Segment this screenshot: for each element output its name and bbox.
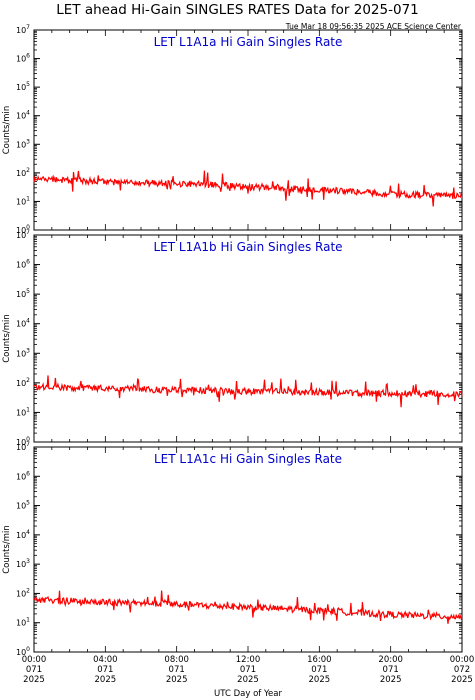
- x-tick-label: 00:00: [22, 655, 47, 665]
- y-tick-label: 104: [16, 529, 30, 540]
- x-tick-label: 2025: [95, 675, 117, 685]
- panel-label: LET L1A1b Hi Gain Singles Rate: [153, 240, 342, 254]
- y-axis-label: Counts/min: [2, 106, 12, 155]
- x-axis: 00:00071202504:00071202508:00071202512:0…: [22, 655, 475, 699]
- y-tick-label: 105: [16, 81, 30, 92]
- series-line: [33, 590, 463, 624]
- y-tick-label: 105: [16, 500, 30, 511]
- x-tick-label: 2025: [237, 675, 259, 685]
- y-tick-label: 100: [16, 436, 30, 447]
- panel-3: 100 101 102 103 104 105 106 107 Counts/min LET L1…: [2, 441, 463, 657]
- x-tick-label: 071: [383, 665, 399, 675]
- chart-title: LET ahead Hi-Gain SINGLES RATES Data for…: [56, 2, 419, 18]
- y-tick-label: 104: [16, 318, 30, 329]
- x-tick-label: 071: [311, 665, 327, 675]
- series-line: [33, 170, 463, 207]
- x-tick-label: 2025: [23, 675, 45, 685]
- panel-frame: [33, 29, 463, 231]
- panel-2: 100 101 102 103 104 105 106 107 Counts/min LET L1…: [2, 229, 463, 447]
- y-tick-label: 106: [16, 470, 30, 481]
- y-tick-label: 103: [16, 138, 30, 149]
- y-tick-label: 105: [16, 288, 30, 299]
- y-tick-label: 103: [16, 347, 30, 358]
- series-line: [33, 375, 463, 408]
- y-axis-label: Counts/min: [2, 314, 12, 363]
- y-tick-label: 101: [16, 617, 30, 628]
- timestamp: Tue Mar 18 09:56:35 2025 ACE Science Cen…: [285, 22, 461, 31]
- y-tick-label: 100: [16, 646, 30, 657]
- x-axis-label: UTC Day of Year: [214, 689, 282, 699]
- y-tick-label: 101: [16, 406, 30, 417]
- x-tick-label: 00:00: [450, 655, 475, 665]
- x-tick-label: 071: [26, 665, 42, 675]
- x-tick-label: 2025: [309, 675, 331, 685]
- y-tick-label: 100: [16, 224, 30, 235]
- x-tick-label: 071: [240, 665, 256, 675]
- y-tick-label: 102: [16, 377, 30, 388]
- y-tick-label: 107: [16, 229, 30, 240]
- x-tick-label: 2025: [380, 675, 402, 685]
- panel-label: LET L1A1a Hi Gain Singles Rate: [154, 35, 343, 49]
- y-axis-label: Counts/min: [2, 525, 12, 574]
- x-tick-label: 072: [454, 665, 470, 675]
- y-tick-label: 102: [16, 167, 30, 178]
- x-tick-label: 071: [97, 665, 113, 675]
- x-tick-label: 12:00: [236, 655, 261, 665]
- y-tick-label: 103: [16, 558, 30, 569]
- y-tick-label: 107: [16, 441, 30, 452]
- panel-1: 100 101 102 103 104 105 106 107 Counts/min LET L1…: [2, 24, 463, 235]
- x-tick-label: 16:00: [307, 655, 332, 665]
- x-tick-label: 20:00: [378, 655, 403, 665]
- x-tick-label: 071: [169, 665, 185, 675]
- x-tick-label: 2025: [451, 675, 473, 685]
- x-tick-label: 04:00: [93, 655, 118, 665]
- y-tick-label: 104: [16, 110, 30, 121]
- panel-frame: [33, 446, 463, 653]
- x-tick-label: 2025: [166, 675, 188, 685]
- y-tick-label: 106: [16, 259, 30, 270]
- panel-frame: [33, 234, 463, 443]
- y-tick-label: 107: [16, 24, 30, 35]
- y-tick-label: 102: [16, 587, 30, 598]
- y-tick-label: 101: [16, 195, 30, 206]
- y-tick-label: 106: [16, 53, 30, 64]
- x-tick-label: 08:00: [164, 655, 189, 665]
- panel-label: LET L1A1c Hi Gain Singles Rate: [154, 452, 342, 466]
